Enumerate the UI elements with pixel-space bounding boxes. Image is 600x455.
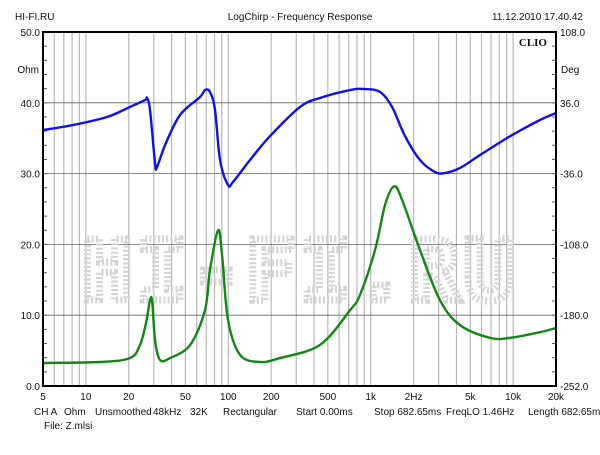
x-tick-label: 50 <box>180 392 192 403</box>
series-group <box>42 87 557 365</box>
x-tick-label: 5 <box>40 392 46 403</box>
impedance-curve <box>42 185 557 365</box>
datetime-label: 11.12.2010 17.40.42 <box>492 12 583 23</box>
footer-param: Stop 682.65ms <box>374 407 441 418</box>
footer-param: Length 682.65ms <box>528 407 600 418</box>
left-tick-label: 50.0 <box>21 28 41 39</box>
x-tick-label: 20k <box>548 392 565 403</box>
x-tick-label: 1k <box>365 392 377 403</box>
right-tick-label: -36.0 <box>560 170 583 181</box>
footer-param: Rectangular <box>223 407 278 418</box>
right-tick-label: -180.0 <box>560 311 589 322</box>
x-tick-label: 10k <box>505 392 522 403</box>
left-tick-label: 20.0 <box>21 240 41 251</box>
footer-param: 48kHz <box>153 407 181 418</box>
phase-curve <box>42 87 557 188</box>
left-tick-label: 0.0 <box>26 382 40 393</box>
grid <box>42 31 557 387</box>
plot-frame <box>42 31 557 387</box>
x-tick-label: 500 <box>319 392 336 403</box>
site-label: HI-FI.RU <box>15 12 54 23</box>
right-axis-label: Deg <box>561 65 579 76</box>
x-tick-label: 20 <box>123 392 135 403</box>
footer-param: Start 0.00ms <box>296 407 353 418</box>
footer-param: CH A <box>34 407 58 418</box>
watermark-logo: HI-FI.RU <box>82 222 519 320</box>
footer-params: CH A Ohm Unsmoothed 48kHz 32K Rectangular Star… <box>34 407 600 418</box>
right-tick-label: -252.0 <box>560 382 589 393</box>
left-tick-label: 30.0 <box>21 170 41 181</box>
left-tick-label: 40.0 <box>21 99 41 110</box>
x-tick-label: 5k <box>465 392 477 403</box>
footer-param: Unsmoothed <box>95 407 152 418</box>
x-tick-label: 200 <box>263 392 280 403</box>
file-label: File: Z.mlsi <box>44 421 92 432</box>
x-tick-label: 2Hz <box>405 392 423 403</box>
clio-brand: CLIO <box>519 37 548 49</box>
right-tick-label: 36.0 <box>560 99 580 110</box>
tick-labels: 5 10 20 50 100 200 500 1k 2Hz 5k 10k 20k 50.0 40.0 30.… <box>21 28 589 403</box>
left-axis-label: Ohm <box>17 65 39 76</box>
footer-param: Ohm <box>64 407 86 418</box>
right-tick-label: -108.0 <box>560 240 589 251</box>
left-tick-label: 10.0 <box>21 311 41 322</box>
x-tick-label: 10 <box>80 392 92 403</box>
footer-param: 32K <box>190 407 208 418</box>
right-tick-label: 108.0 <box>560 28 585 39</box>
chart-title: LogChirp - Frequency Response <box>228 12 373 23</box>
footer-param: FreqLO 1.46Hz <box>446 407 514 418</box>
x-tick-label: 100 <box>220 392 237 403</box>
